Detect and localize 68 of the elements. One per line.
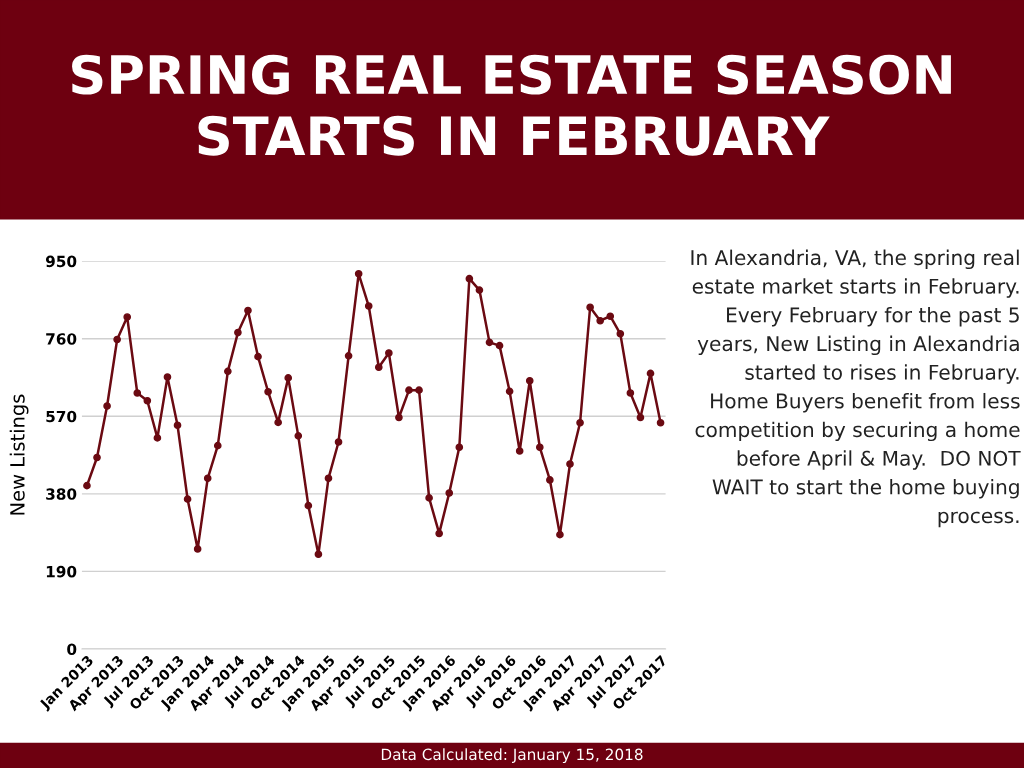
point [234,328,242,337]
point [314,550,323,559]
text: Data Calculated: January 15, 2018 [381,748,643,764]
point [566,460,574,468]
y-tick-label: 570 [46,410,77,423]
point [254,352,262,361]
point [213,441,222,450]
chart-title: SPRING REAL ESTATE SEASON STARTS IN FEBRUARY [72,54,951,156]
point [395,413,403,422]
point [264,387,272,396]
point [475,286,484,294]
point [425,494,433,502]
point [344,352,353,360]
point [324,474,333,483]
point [586,303,594,312]
point [93,453,101,462]
point [515,447,524,455]
point [385,349,393,357]
point [656,418,665,427]
point [415,386,423,394]
point [435,529,443,538]
point [83,481,91,490]
point [535,443,544,452]
point [606,312,615,321]
y-tick-label: 760 [46,333,77,345]
point [224,367,232,376]
point [596,316,605,325]
point [284,374,293,382]
point [616,329,625,338]
point [646,369,655,378]
point [304,501,313,510]
point [455,443,464,452]
point [244,306,252,315]
point [485,338,494,347]
point [133,389,142,397]
point [123,313,132,321]
point [354,269,363,278]
point [113,335,121,344]
point [505,387,514,396]
point [103,402,111,410]
point [636,413,645,422]
point [364,302,373,310]
point [405,386,413,394]
y-axis-title: New Listings [9,394,29,515]
point [334,438,343,446]
point [153,434,162,442]
point [294,432,303,440]
point [173,421,182,430]
point [626,389,635,397]
y-tick-label: 190 [46,565,77,578]
point [193,545,202,553]
y-tick-label: 380 [46,488,77,500]
point [143,396,152,405]
point [525,376,534,385]
point [546,476,554,484]
point [445,489,454,497]
y-tick-label: 950 [45,255,77,268]
text: In Alexandria, VA, the spring real estate market starts in February. Every February for the past 5 years, New Listing in Alexandria started to rises in February. Home Buyers benefit from less competition by securing a home before April & May. DO NOT WAIT to start the home buying process. [691,249,1021,528]
point [163,373,172,381]
y-tick-label: 0 [67,643,77,655]
point [465,274,474,283]
point [274,418,282,427]
point [495,341,504,350]
point [183,495,192,503]
point [374,363,383,372]
point [576,418,584,427]
point [203,474,212,483]
point [556,530,564,539]
